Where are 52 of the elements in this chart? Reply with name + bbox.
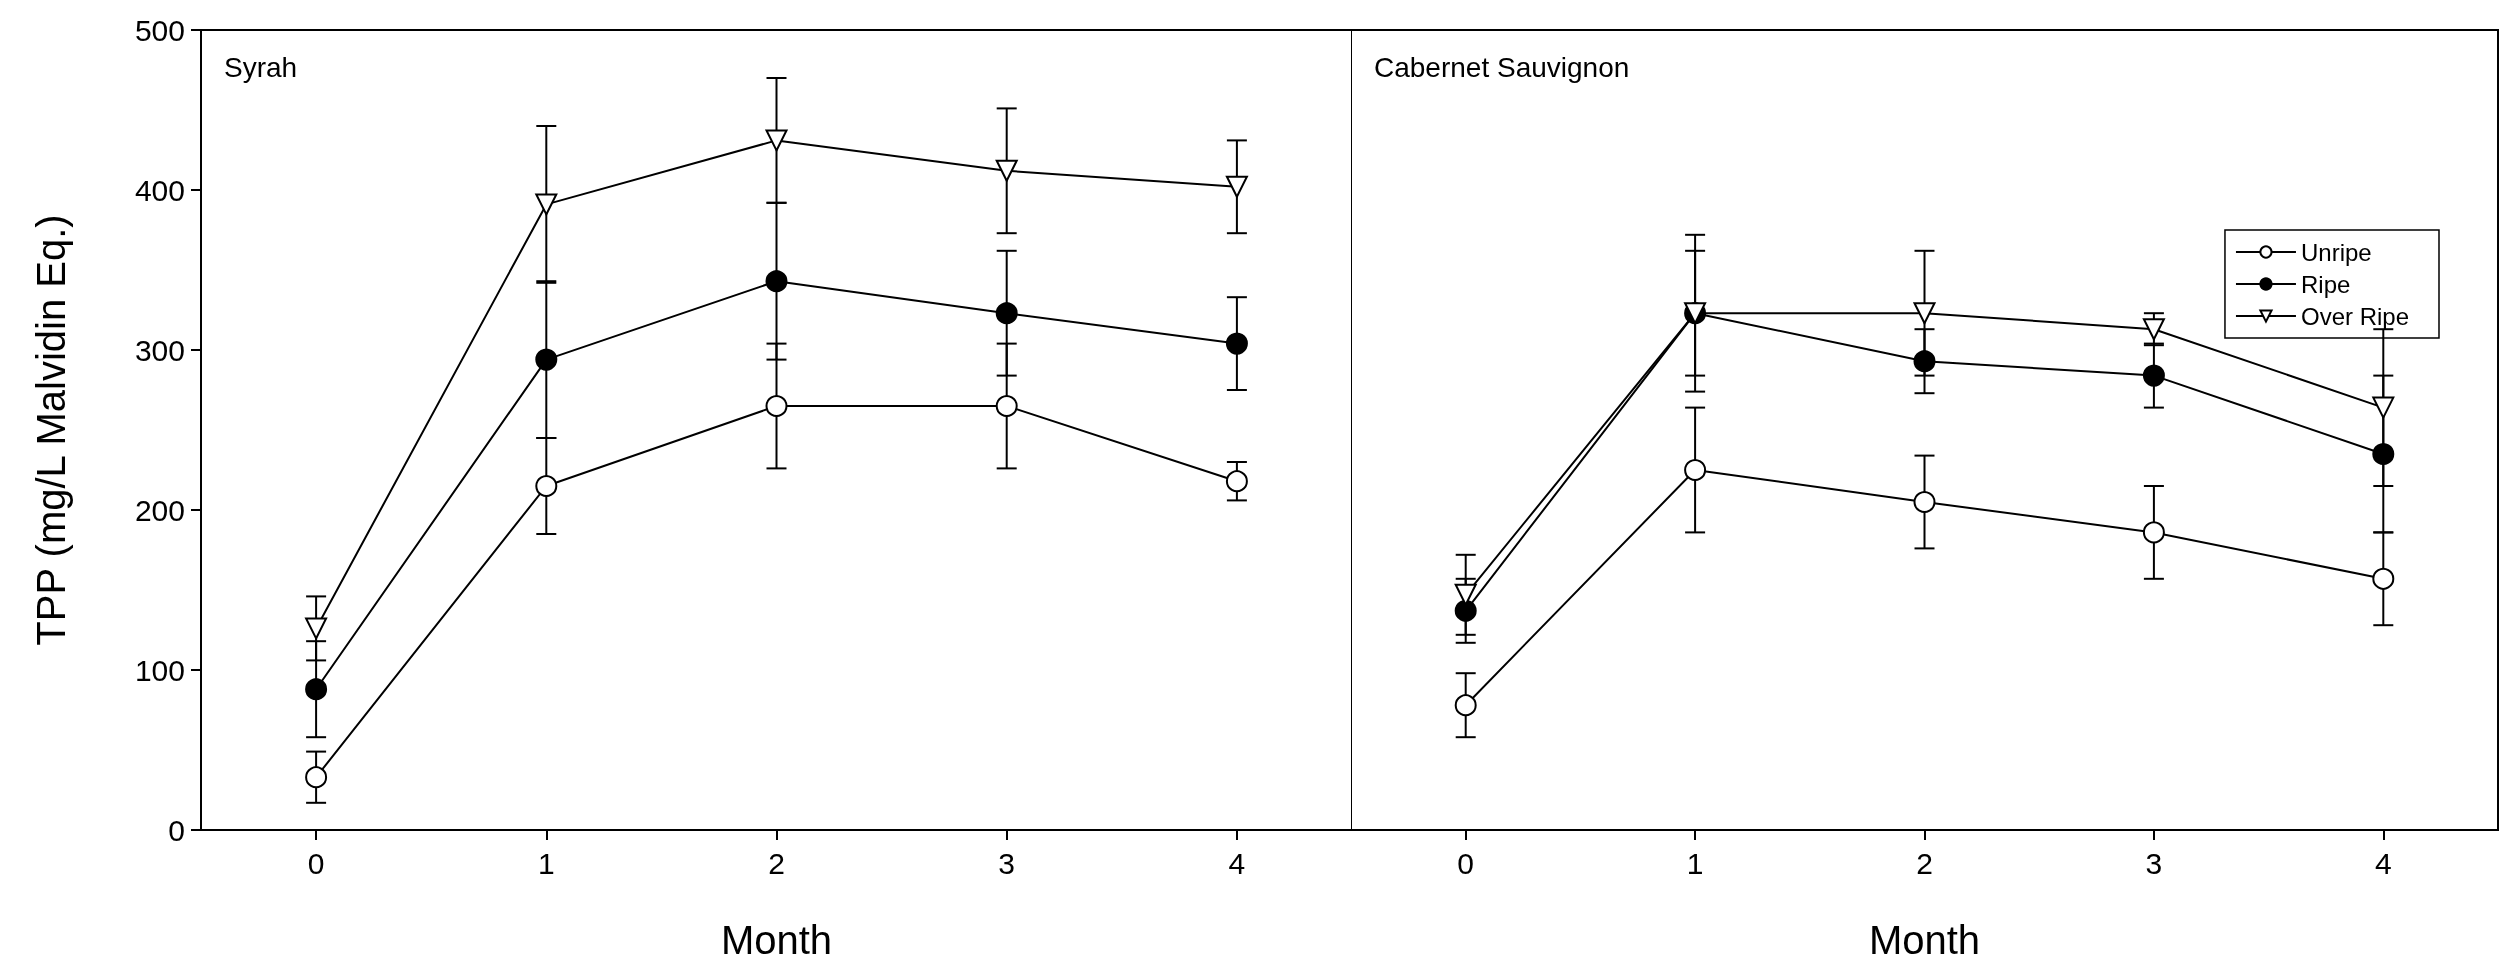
- point: [1454, 694, 1477, 717]
- point: [765, 270, 788, 293]
- point: [995, 302, 1018, 325]
- point: [1225, 175, 1248, 198]
- x-tick-label: 1: [537, 846, 555, 880]
- legend-label: Unripe: [2300, 238, 2372, 266]
- y-tick-label: 500: [134, 13, 185, 47]
- point: [2372, 443, 2395, 465]
- x-tick-label: 0: [307, 846, 325, 880]
- point: [995, 159, 1018, 182]
- x-tick-label: 4: [2374, 846, 2392, 880]
- point: [2142, 364, 2165, 387]
- x-tick-label: 2: [768, 846, 785, 880]
- y-axis-title: TPP (mg/L Malvidin Eq.): [29, 214, 73, 646]
- y-tick-label: 200: [134, 493, 185, 527]
- x-tick-label: 1: [1686, 846, 1704, 880]
- legend-label: Over Ripe: [2300, 302, 2410, 330]
- x-tick-label: 0: [1457, 846, 1475, 880]
- legend-label: Ripe: [2300, 270, 2351, 298]
- x-tick-label: 3: [2145, 846, 2163, 880]
- point: [305, 617, 328, 640]
- point: [1225, 470, 1248, 493]
- point: [1913, 302, 1936, 325]
- point: [1684, 459, 1707, 481]
- point: [765, 395, 788, 417]
- x-axis-title: Month: [1868, 918, 1981, 962]
- x-tick-label: 2: [1916, 846, 1933, 880]
- point: [1454, 583, 1477, 606]
- text: Cabernet Sauvignon: [1374, 51, 1630, 83]
- point: [305, 678, 328, 701]
- point: [1225, 332, 1248, 355]
- y-tick-label: 400: [134, 173, 185, 207]
- point: [305, 766, 328, 789]
- point: [535, 193, 558, 216]
- y-tick-label: 300: [134, 333, 185, 367]
- x-axis-title: Month: [720, 918, 833, 962]
- point: [765, 129, 788, 152]
- point: [535, 348, 558, 371]
- y-tick-label: 0: [168, 813, 185, 847]
- point: [2372, 396, 2395, 419]
- point: [2142, 318, 2165, 341]
- point: [1913, 491, 1936, 513]
- y-tick-label: 100: [134, 653, 185, 687]
- point: [1454, 599, 1477, 622]
- point: [995, 395, 1018, 417]
- point: [2142, 521, 2165, 544]
- point: [535, 475, 558, 497]
- x-tick-label: 4: [1228, 846, 1246, 880]
- x-tick-label: 3: [998, 846, 1016, 880]
- text: Syrah: [224, 51, 298, 83]
- point: [1913, 350, 1936, 373]
- point: [2372, 567, 2395, 590]
